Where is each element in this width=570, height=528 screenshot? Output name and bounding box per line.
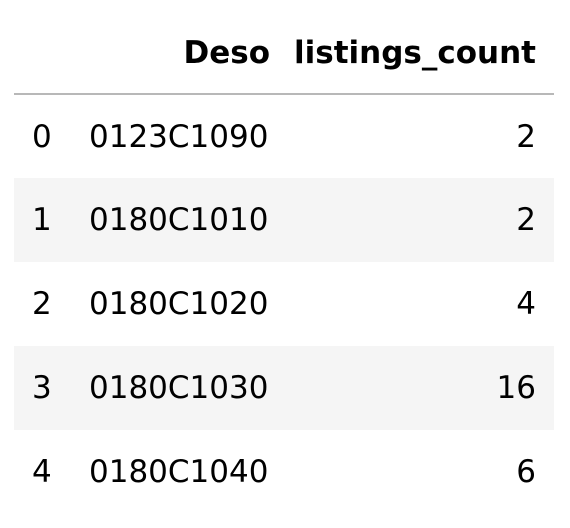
table-row: 4 0180C1040 6: [14, 430, 554, 514]
row-index: 0: [32, 118, 52, 155]
cell-deso: 0180C1010: [89, 202, 269, 238]
cell-listings-count: 16: [496, 370, 536, 406]
cell-listings-count: 2: [516, 118, 536, 155]
row-index: 2: [32, 286, 52, 322]
row-index: 4: [32, 454, 52, 490]
column-header-listings-count: listings_count: [288, 12, 554, 95]
cell-deso: 0123C1090: [89, 118, 269, 155]
cell-deso: 0180C1030: [89, 370, 269, 406]
header-row: Deso listings_count: [14, 12, 554, 95]
table-row: 1 0180C1010 2: [14, 178, 554, 262]
table-row: 0 0123C1090 2: [14, 94, 554, 178]
table-header: Deso listings_count: [14, 12, 554, 95]
table-row: 2 0180C1020 4: [14, 262, 554, 346]
cell-deso: 0180C1020: [89, 286, 269, 322]
row-index: 1: [32, 202, 52, 238]
dataframe-table: Deso listings_count 0 0123C1090 2 1 0180…: [14, 12, 554, 514]
table-body: 0 0123C1090 2 1 0180C1010 2 2 0180C1020 …: [14, 94, 554, 514]
cell-listings-count: 4: [516, 286, 536, 322]
column-header-deso: Deso: [74, 12, 288, 95]
cell-listings-count: 6: [516, 454, 536, 490]
cell-listings-count: 2: [516, 202, 536, 238]
table-row: 3 0180C1030 16: [14, 346, 554, 430]
index-header: [14, 12, 74, 95]
row-index: 3: [32, 370, 52, 406]
dataframe-output: Deso listings_count 0 0123C1090 2 1 0180…: [14, 12, 554, 514]
cell-deso: 0180C1040: [89, 454, 269, 490]
